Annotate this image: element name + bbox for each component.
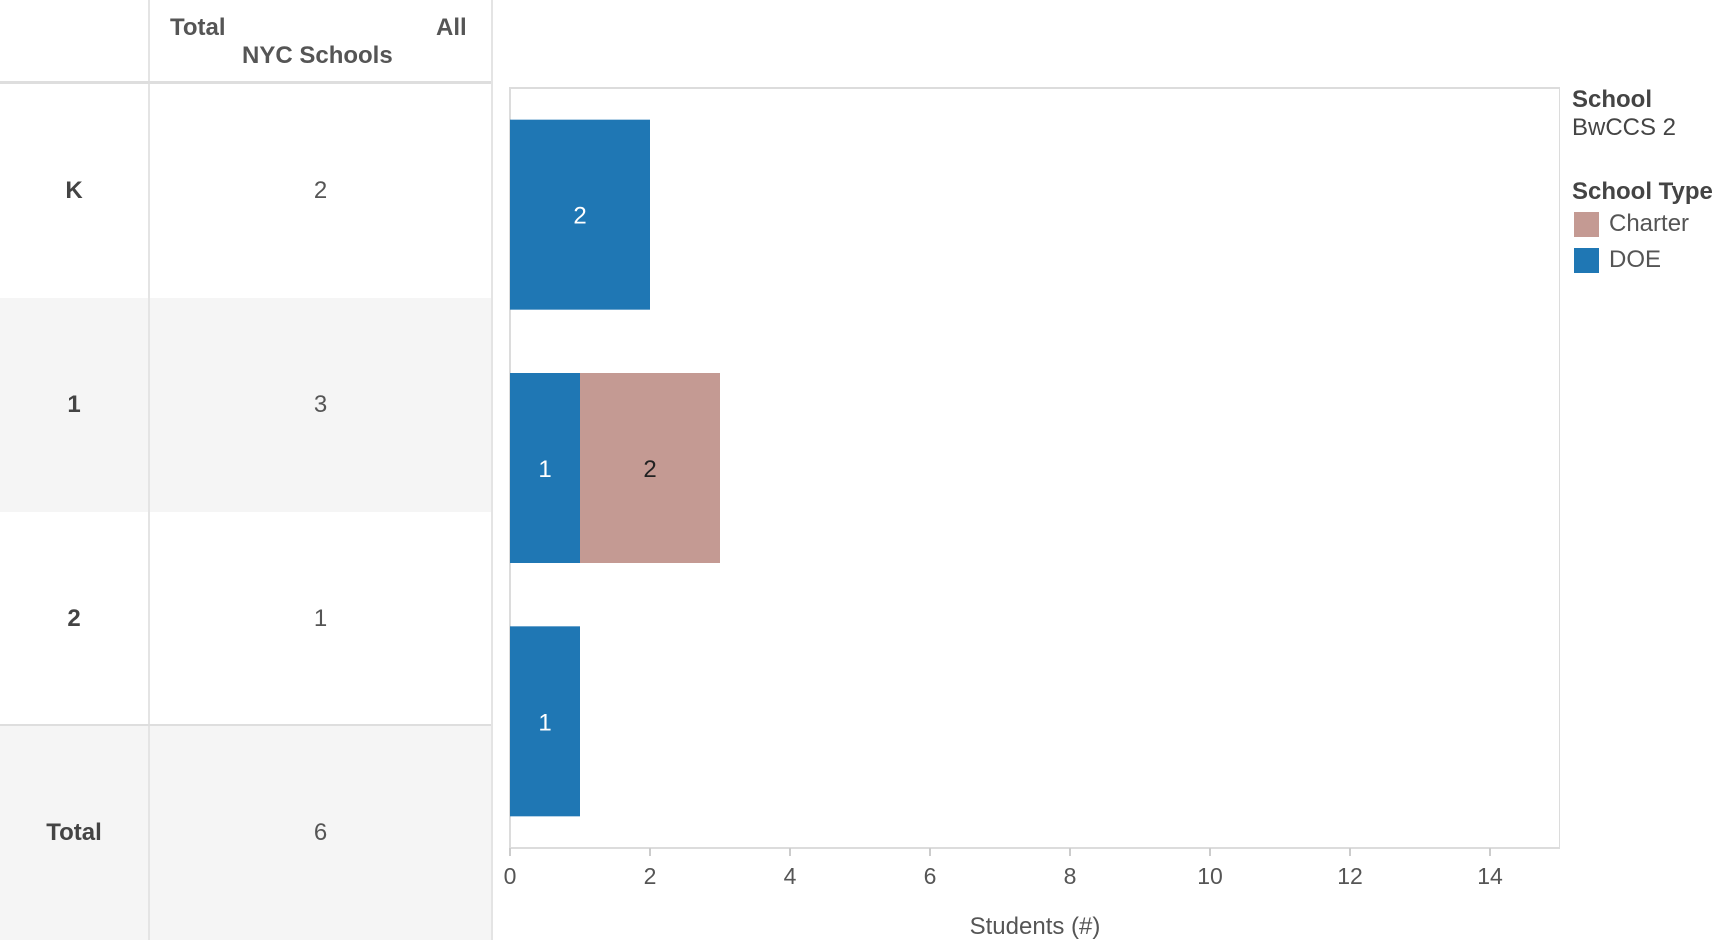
row-divider <box>0 724 491 726</box>
x-tick-label: 2 <box>644 863 657 889</box>
bar-doe-2 <box>510 626 580 817</box>
column-divider <box>148 298 150 512</box>
row-value: 2 <box>313 177 328 204</box>
table-row-1[interactable]: 1 3 <box>0 298 491 512</box>
row-label: K <box>65 177 83 204</box>
table-row-2[interactable]: 2 1 <box>0 512 491 726</box>
table-row-k[interactable]: K 2 <box>0 84 491 298</box>
row-label: Total <box>46 819 102 846</box>
row-value: 3 <box>313 391 328 418</box>
bar-data-label: 1 <box>538 456 551 483</box>
row-label: 1 <box>67 391 81 418</box>
x-tick-label: 8 <box>1064 863 1077 889</box>
bar-data-label: 1 <box>538 709 551 736</box>
column-divider <box>148 726 150 940</box>
x-tick-label: 0 <box>504 863 517 889</box>
x-tick-label: 4 <box>784 863 797 889</box>
header-nyc-schools: NYC Schools <box>242 42 393 69</box>
x-tick-label: 14 <box>1477 863 1503 889</box>
x-axis-label: Students (#) <box>970 913 1101 940</box>
legend-label: Charter <box>1609 210 1690 237</box>
column-divider <box>148 84 150 298</box>
column-divider <box>148 512 150 726</box>
bar-charter-1 <box>580 373 720 563</box>
legend-school-value: BwCCS 2 <box>1572 114 1677 141</box>
header-total: Total <box>170 14 226 41</box>
x-tick-label: 10 <box>1197 863 1223 889</box>
legend-school-title: School <box>1572 86 1653 113</box>
bar-doe-k <box>510 119 650 310</box>
row-value: 1 <box>313 605 328 632</box>
legend-label: DOE <box>1609 246 1662 273</box>
legend: School BwCCS 2 School Type Charter DOE <box>1572 86 1717 278</box>
column-divider <box>148 0 150 83</box>
x-tick-label: 12 <box>1337 863 1363 889</box>
x-tick-label: 6 <box>924 863 937 889</box>
legend-school-type-title: School Type <box>1572 178 1713 205</box>
header-all: All <box>436 14 467 41</box>
bar-data-label: 2 <box>573 203 586 230</box>
header-divider <box>0 81 492 84</box>
legend-swatch-doe <box>1574 247 1599 273</box>
row-value: 6 <box>313 819 328 846</box>
table-right-border <box>491 0 493 940</box>
table-row-total[interactable]: Total 6 <box>0 726 491 940</box>
bar-data-label: 2 <box>643 456 656 483</box>
row-label: 2 <box>67 605 81 632</box>
bar-doe-1 <box>510 373 580 563</box>
legend-swatch-charter <box>1574 211 1599 237</box>
table-header: Total All NYC Schools <box>0 0 492 84</box>
legend-item-charter[interactable]: Charter <box>1572 206 1717 242</box>
legend-item-doe[interactable]: DOE <box>1572 242 1717 278</box>
